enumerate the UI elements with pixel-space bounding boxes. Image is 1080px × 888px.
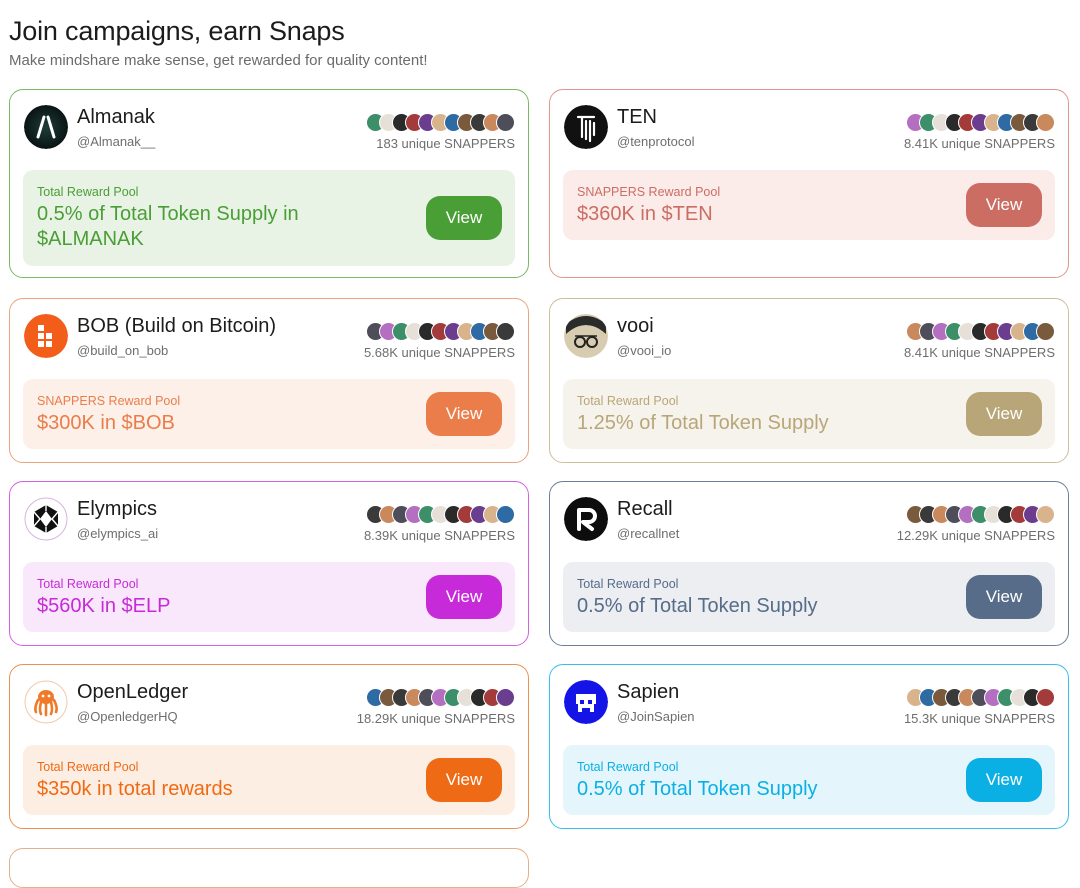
pool-value: $350k in total rewards xyxy=(37,778,233,800)
snappers-count: 15.3K unique SNAPPERS xyxy=(903,711,1055,726)
pool-label: SNAPPERS Reward Pool xyxy=(577,185,721,199)
pool-label: Total Reward Pool xyxy=(577,577,679,591)
snappers-count: 12.29K unique SNAPPERS xyxy=(896,528,1055,543)
snappers-count: 183 unique SNAPPERS xyxy=(376,136,515,151)
campaign-handle: @JoinSapien xyxy=(617,709,695,724)
pool-value: $360K in $TEN xyxy=(577,203,713,225)
snapper-avatar xyxy=(496,322,515,341)
ten-logo-icon xyxy=(564,105,608,149)
snappers-count: 8.41K unique SNAPPERS xyxy=(903,345,1055,360)
reward-pool: SNAPPERS Reward Pool $360K in $TEN View xyxy=(563,170,1055,240)
campaign-handle: @recallnet xyxy=(617,526,680,541)
campaign-name: Almanak xyxy=(77,106,155,128)
view-button[interactable]: View xyxy=(426,575,502,619)
snappers-count: 5.68K unique SNAPPERS xyxy=(363,345,515,360)
pool-value: 0.5% of Total Token Supply xyxy=(577,595,818,617)
campaign-card-elympics[interactable]: Elympics @elympics_ai 8.39K unique SNAPP… xyxy=(9,481,529,646)
campaign-handle: @tenprotocol xyxy=(617,134,695,149)
view-button[interactable]: View xyxy=(966,183,1042,227)
snapper-avatar xyxy=(496,688,515,707)
octopus-logo-icon xyxy=(24,680,68,724)
campaign-handle: @elympics_ai xyxy=(77,526,159,541)
snapper-avatars xyxy=(906,688,1055,708)
snapper-avatars xyxy=(366,113,515,133)
snapper-avatars xyxy=(906,113,1055,133)
campaign-handle: @vooi_io xyxy=(617,343,672,358)
view-button[interactable]: View xyxy=(966,575,1042,619)
pool-label: SNAPPERS Reward Pool xyxy=(37,394,181,408)
campaign-card-sapien[interactable]: Sapien @JoinSapien 15.3K unique SNAPPERS… xyxy=(549,664,1069,829)
campaign-name: Elympics xyxy=(77,498,158,520)
pool-label: Total Reward Pool xyxy=(37,185,139,199)
snappers-count: 18.29K unique SNAPPERS xyxy=(356,711,515,726)
page-subtitle: Make mindshare make sense, get rewarded … xyxy=(9,52,428,69)
campaign-name: BOB (Build on Bitcoin) xyxy=(77,315,276,337)
snapper-avatars xyxy=(366,322,515,342)
campaign-card-bob[interactable]: BOB (Build on Bitcoin) @build_on_bob 5.6… xyxy=(9,298,529,463)
reward-pool: Total Reward Pool 0.5% of Total Token Su… xyxy=(563,562,1055,632)
campaign-card-recall[interactable]: Recall @recallnet 12.29K unique SNAPPERS… xyxy=(549,481,1069,646)
bob-logo-icon xyxy=(24,314,68,358)
snapper-avatars xyxy=(906,505,1055,525)
pool-label: Total Reward Pool xyxy=(577,760,679,774)
pool-value: $560K in $ELP xyxy=(37,595,171,617)
reward-pool: Total Reward Pool 1.25% of Total Token S… xyxy=(563,379,1055,449)
snapper-avatar xyxy=(1036,113,1055,132)
snapper-avatar xyxy=(1036,688,1055,707)
view-button[interactable]: View xyxy=(966,392,1042,436)
snapper-avatars xyxy=(906,322,1055,342)
vooi-logo-icon xyxy=(564,314,608,358)
reward-pool: Total Reward Pool $350k in total rewards… xyxy=(23,745,515,815)
pool-value: 1.25% of Total Token Supply xyxy=(577,412,829,434)
page-title: Join campaigns, earn Snaps xyxy=(9,16,345,46)
pool-label: Total Reward Pool xyxy=(37,760,139,774)
pool-value: 0.5% of Total Token Supply xyxy=(577,778,818,800)
reward-pool: Total Reward Pool $560K in $ELP View xyxy=(23,562,515,632)
pool-value: 0.5% of Total Token Supply in $ALMANAK xyxy=(37,203,299,250)
reward-pool: Total Reward Pool 0.5% of Total Token Su… xyxy=(23,170,515,266)
recall-logo-icon xyxy=(564,497,608,541)
campaign-name: Sapien xyxy=(617,681,680,703)
campaign-card-almanak[interactable]: Almanak @Almanak__ 183 unique SNAPPERS T… xyxy=(9,89,529,278)
view-button[interactable]: View xyxy=(426,196,502,240)
campaign-name: Recall xyxy=(617,498,673,520)
view-button[interactable]: View xyxy=(426,392,502,436)
campaign-card-vooi[interactable]: vooi @vooi_io 8.41K unique SNAPPERS Tota… xyxy=(549,298,1069,463)
pool-label: Total Reward Pool xyxy=(577,394,679,408)
pool-value: $300K in $BOB xyxy=(37,412,175,434)
snapper-avatar xyxy=(1036,505,1055,524)
campaign-card-openledger[interactable]: OpenLedger @OpenledgerHQ 18.29K unique S… xyxy=(9,664,529,829)
reward-pool: SNAPPERS Reward Pool $300K in $BOB View xyxy=(23,379,515,449)
snapper-avatar xyxy=(1036,322,1055,341)
campaign-handle: @OpenledgerHQ xyxy=(77,709,178,724)
campaign-handle: @build_on_bob xyxy=(77,343,169,358)
campaign-name: OpenLedger xyxy=(77,681,189,703)
snapper-avatar xyxy=(496,505,515,524)
campaign-card-ten[interactable]: TEN @tenprotocol 8.41K unique SNAPPERS S… xyxy=(549,89,1069,278)
sapien-logo-icon xyxy=(564,680,608,724)
almanak-logo-icon xyxy=(24,105,68,149)
snapper-avatars xyxy=(366,688,515,708)
snapper-avatars xyxy=(366,505,515,525)
view-button[interactable]: View xyxy=(966,758,1042,802)
campaign-name: vooi xyxy=(617,315,654,337)
reward-pool: Total Reward Pool 0.5% of Total Token Su… xyxy=(563,745,1055,815)
snappers-count: 8.39K unique SNAPPERS xyxy=(363,528,515,543)
snappers-count: 8.41K unique SNAPPERS xyxy=(903,136,1055,151)
snapper-avatar xyxy=(496,113,515,132)
campaign-card-partial[interactable] xyxy=(9,848,529,888)
campaign-name: TEN xyxy=(617,106,657,128)
elympics-logo-icon xyxy=(24,497,68,541)
pool-label: Total Reward Pool xyxy=(37,577,139,591)
view-button[interactable]: View xyxy=(426,758,502,802)
campaign-handle: @Almanak__ xyxy=(77,134,156,149)
